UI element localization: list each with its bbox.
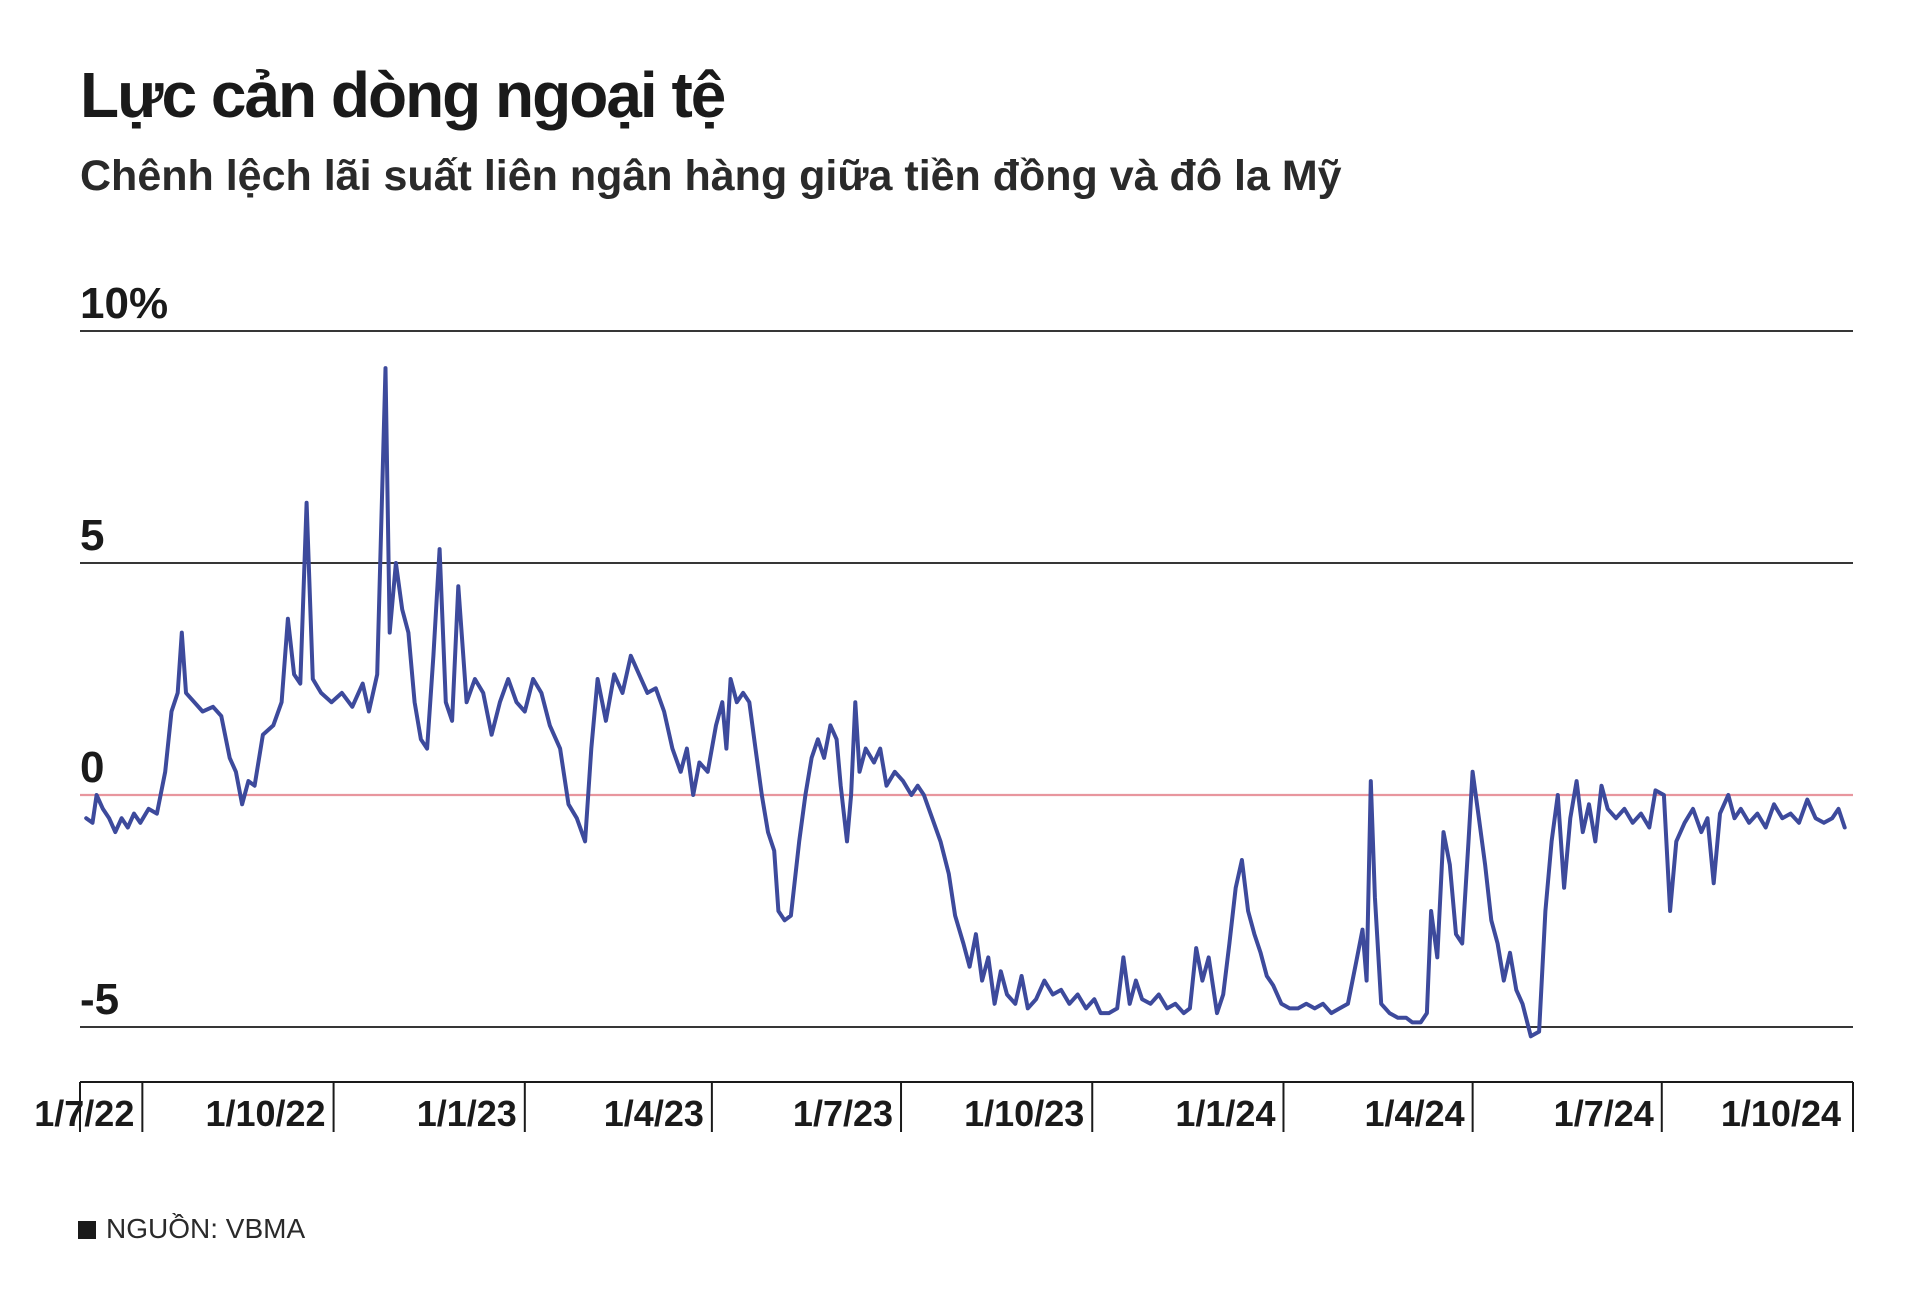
gridlines [80, 330, 1853, 1028]
x-tick-label: 1/1/23 [417, 1093, 517, 1134]
x-tick-label: 1/7/23 [793, 1093, 893, 1134]
y-axis-labels: 10% 5 0 -5 [80, 279, 168, 1024]
series-line [84, 366, 1847, 1039]
x-tick-label: 1/4/23 [604, 1093, 704, 1134]
x-tick-label: 1/1/24 [1175, 1093, 1275, 1134]
y-tick-label: 10% [80, 279, 168, 328]
x-tick-label: 1/10/23 [964, 1093, 1084, 1134]
x-axis: 1/7/22 1/10/22 1/1/23 1/4/23 1/7/23 1/10/23 1/… [34, 1081, 1854, 1134]
x-tick-label: 1/7/22 [34, 1093, 134, 1134]
x-tick-label: 1/7/24 [1554, 1093, 1654, 1134]
x-tick-label: 1/10/24 [1721, 1093, 1841, 1134]
source-square-icon [78, 1221, 96, 1239]
source-note: NGUỒN: VBMA [78, 1213, 305, 1245]
chart-title: Lực cản dòng ngoại tệ [80, 59, 726, 131]
y-tick-label: -5 [80, 975, 119, 1024]
source-text: NGUỒN: VBMA [106, 1213, 306, 1244]
x-tick-label: 1/4/24 [1365, 1093, 1465, 1134]
line-chart: 10%50-5 1/7/22 1/10/22 1/1/23 1/4/23 1/7/23 1… [34, 279, 1854, 1134]
series-group [84, 366, 1847, 1039]
chart-subtitle: Chênh lệch lãi suất liên ngân hàng giữa … [80, 152, 1342, 200]
x-tick-label: 1/10/22 [205, 1093, 325, 1134]
y-tick-label: 0 [80, 743, 104, 792]
y-tick-label: 5 [80, 511, 104, 560]
